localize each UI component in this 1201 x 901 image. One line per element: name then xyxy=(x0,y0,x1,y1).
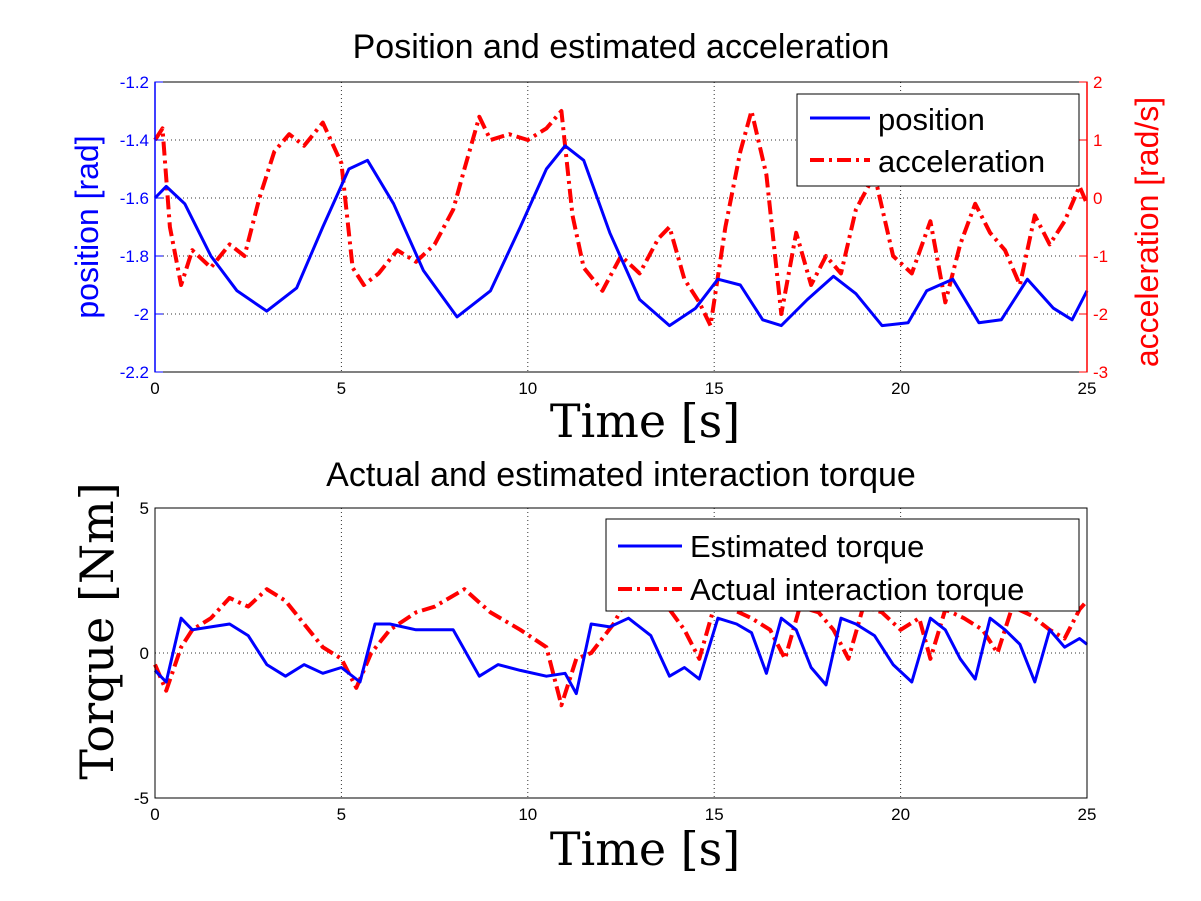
legend-box xyxy=(605,518,1080,612)
y-tick-label-left: -1.8 xyxy=(120,247,149,266)
y-tick-label-left: -1.2 xyxy=(120,73,149,92)
x-tick-label: 5 xyxy=(337,805,346,824)
legend-label-actual-torque: Actual interaction torque xyxy=(690,572,1024,607)
legend-label-acceleration: acceleration xyxy=(878,144,1045,179)
x-tick-label: 15 xyxy=(705,379,724,398)
x-tick-label: 25 xyxy=(1078,379,1097,398)
y-tick-label-left: -2.2 xyxy=(120,363,149,382)
y-tick-labels-right: 2 1 0 -1 -2 -3 xyxy=(1079,73,1108,382)
x-tick-labels: 0 5 10 15 20 25 xyxy=(150,805,1096,824)
y-axis-label: Torque [Nm] xyxy=(70,482,124,779)
plot-frame xyxy=(154,507,1088,799)
legend-label-estimated-torque: Estimated torque xyxy=(690,529,924,564)
x-tick-label: 5 xyxy=(337,379,346,398)
y-tick-label-right: -1 xyxy=(1093,247,1108,266)
y-tick-label: 0 xyxy=(140,644,149,663)
x-tick-label: 20 xyxy=(891,805,910,824)
y-tick-labels: 5 0 -5 xyxy=(134,499,149,808)
x-tick-label: 10 xyxy=(518,379,537,398)
x-tick-label: 0 xyxy=(150,379,159,398)
legend-label-position: position xyxy=(878,102,985,137)
x-tick-labels: 0 5 10 15 20 25 xyxy=(150,379,1096,398)
x-axis-label: Time [s] xyxy=(550,822,740,876)
torque-chart: Actual and estimated interaction torque … xyxy=(70,456,1096,876)
y-tick-label-right: -3 xyxy=(1093,363,1108,382)
legend: position acceleration xyxy=(796,93,1080,187)
y-tick-label-right: 0 xyxy=(1093,189,1102,208)
position-acceleration-chart: Position and estimated acceleration 0 5 10… xyxy=(69,28,1165,448)
x-tick-label: 15 xyxy=(705,805,724,824)
series-line-estimated-torque xyxy=(153,616,1088,696)
x-tick-label: 20 xyxy=(891,379,910,398)
series-line-position xyxy=(153,144,1089,328)
y-tick-label-right: 2 xyxy=(1093,73,1102,92)
y-tick-label-right: -2 xyxy=(1093,305,1108,324)
y-tick-label-right: 1 xyxy=(1093,131,1102,150)
y-tick-label-left: -2 xyxy=(134,305,149,324)
legend: Estimated torque Actual interaction torq… xyxy=(605,518,1080,612)
y-tick-label: 5 xyxy=(140,499,149,518)
y-axis-label-right: acceleration [rad/s] xyxy=(1129,97,1165,367)
y-tick-label-left: -1.6 xyxy=(120,189,149,208)
series-line-acceleration xyxy=(153,109,1089,328)
y-tick-label-left: -1.4 xyxy=(120,131,149,150)
chart-title: Position and estimated acceleration xyxy=(353,28,890,66)
series-group xyxy=(153,109,1089,328)
y-axis-label-left: position [rad] xyxy=(69,135,105,318)
x-tick-label: 25 xyxy=(1078,805,1097,824)
y-tick-label: -5 xyxy=(134,789,149,808)
x-axis-label: Time [s] xyxy=(550,394,740,448)
y-tick-labels-left: -1.2 -1.4 -1.6 -1.8 -2 -2.2 xyxy=(120,73,163,382)
x-tick-label: 10 xyxy=(518,805,537,824)
legend-box xyxy=(796,93,1080,187)
chart-title: Actual and estimated interaction torque xyxy=(326,456,916,494)
x-tick-label: 0 xyxy=(150,805,159,824)
